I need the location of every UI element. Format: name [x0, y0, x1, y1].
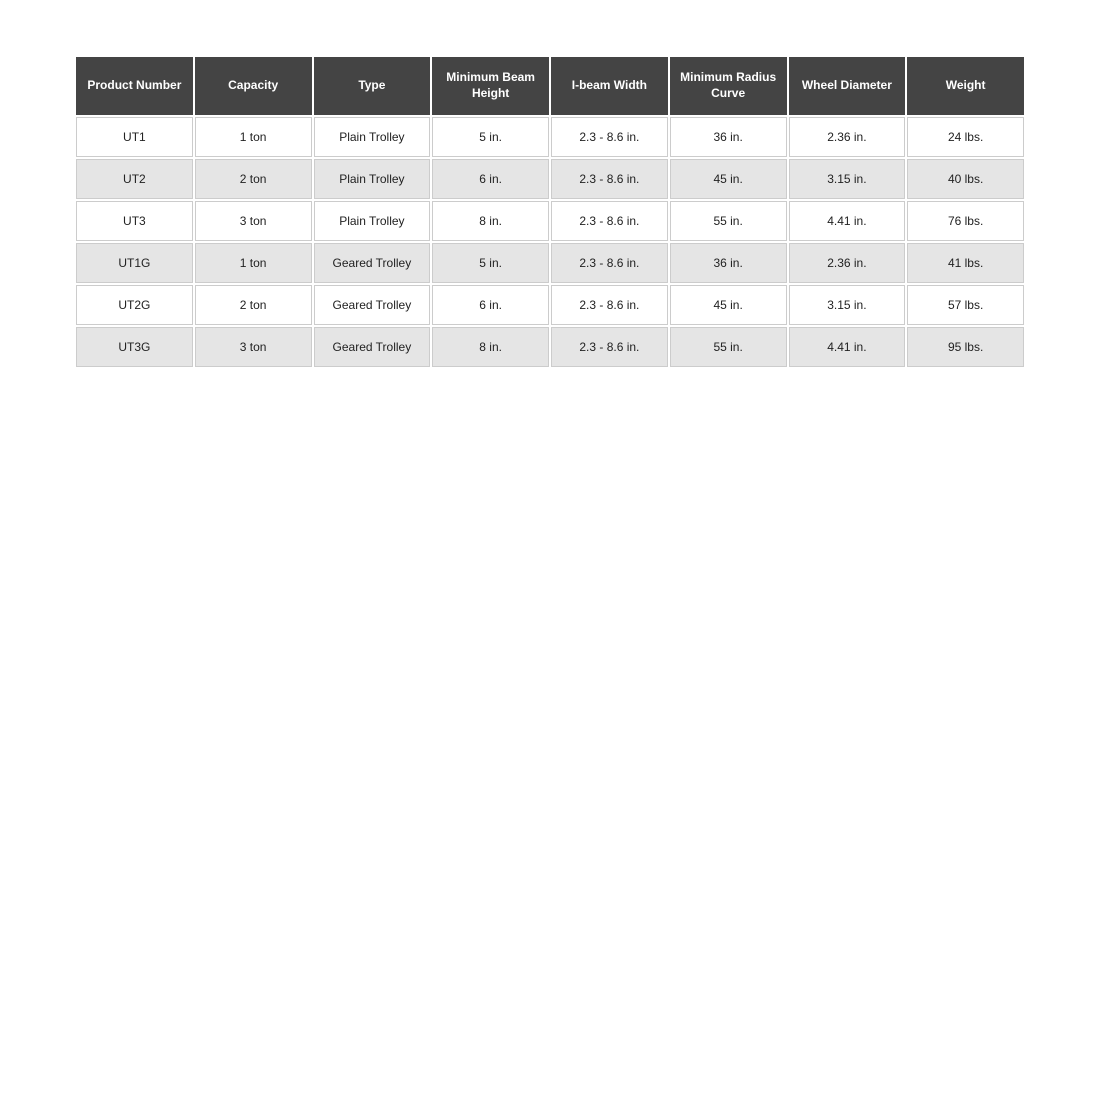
cell: 5 in. — [432, 243, 549, 283]
cell: Plain Trolley — [314, 159, 431, 199]
cell: 57 lbs. — [907, 285, 1024, 325]
cell: 3.15 in. — [789, 159, 906, 199]
table-head: Product Number Capacity Type Minimum Bea… — [76, 57, 1024, 115]
cell: UT1 — [76, 117, 193, 157]
cell: 36 in. — [670, 117, 787, 157]
cell: 2.36 in. — [789, 243, 906, 283]
cell: 1 ton — [195, 243, 312, 283]
cell: 4.41 in. — [789, 201, 906, 241]
specs-table: Product Number Capacity Type Minimum Bea… — [74, 55, 1026, 369]
cell: 2.3 - 8.6 in. — [551, 159, 668, 199]
cell: 2.3 - 8.6 in. — [551, 117, 668, 157]
cell: 2.3 - 8.6 in. — [551, 243, 668, 283]
cell: 45 in. — [670, 159, 787, 199]
table-row: UT3 3 ton Plain Trolley 8 in. 2.3 - 8.6 … — [76, 201, 1024, 241]
col-header: Product Number — [76, 57, 193, 115]
cell: 41 lbs. — [907, 243, 1024, 283]
col-header: Minimum Radius Curve — [670, 57, 787, 115]
cell: Plain Trolley — [314, 117, 431, 157]
cell: 8 in. — [432, 201, 549, 241]
col-header: Weight — [907, 57, 1024, 115]
cell: 2 ton — [195, 285, 312, 325]
cell: 45 in. — [670, 285, 787, 325]
table-row: UT3G 3 ton Geared Trolley 8 in. 2.3 - 8.… — [76, 327, 1024, 367]
cell: 2 ton — [195, 159, 312, 199]
cell: Geared Trolley — [314, 285, 431, 325]
col-header: Capacity — [195, 57, 312, 115]
col-header: I-beam Width — [551, 57, 668, 115]
cell: Plain Trolley — [314, 201, 431, 241]
cell: UT2G — [76, 285, 193, 325]
cell: 2.3 - 8.6 in. — [551, 201, 668, 241]
cell: 8 in. — [432, 327, 549, 367]
table-row: UT1G 1 ton Geared Trolley 5 in. 2.3 - 8.… — [76, 243, 1024, 283]
table-row: UT2 2 ton Plain Trolley 6 in. 2.3 - 8.6 … — [76, 159, 1024, 199]
cell: 2.3 - 8.6 in. — [551, 327, 668, 367]
cell: 3 ton — [195, 327, 312, 367]
cell: 3.15 in. — [789, 285, 906, 325]
cell: 36 in. — [670, 243, 787, 283]
cell: 2.3 - 8.6 in. — [551, 285, 668, 325]
cell: 4.41 in. — [789, 327, 906, 367]
table-row: UT2G 2 ton Geared Trolley 6 in. 2.3 - 8.… — [76, 285, 1024, 325]
cell: 5 in. — [432, 117, 549, 157]
cell: 6 in. — [432, 159, 549, 199]
cell: 55 in. — [670, 327, 787, 367]
table-wrapper: Product Number Capacity Type Minimum Bea… — [0, 0, 1100, 369]
cell: UT3 — [76, 201, 193, 241]
cell: 6 in. — [432, 285, 549, 325]
table-row: UT1 1 ton Plain Trolley 5 in. 2.3 - 8.6 … — [76, 117, 1024, 157]
cell: 40 lbs. — [907, 159, 1024, 199]
cell: 24 lbs. — [907, 117, 1024, 157]
table-body: UT1 1 ton Plain Trolley 5 in. 2.3 - 8.6 … — [76, 117, 1024, 367]
cell: UT3G — [76, 327, 193, 367]
col-header: Wheel Diameter — [789, 57, 906, 115]
cell: UT2 — [76, 159, 193, 199]
col-header: Type — [314, 57, 431, 115]
cell: 95 lbs. — [907, 327, 1024, 367]
cell: 2.36 in. — [789, 117, 906, 157]
cell: 1 ton — [195, 117, 312, 157]
col-header: Minimum Beam Height — [432, 57, 549, 115]
cell: 76 lbs. — [907, 201, 1024, 241]
header-row: Product Number Capacity Type Minimum Bea… — [76, 57, 1024, 115]
cell: Geared Trolley — [314, 327, 431, 367]
cell: 3 ton — [195, 201, 312, 241]
cell: Geared Trolley — [314, 243, 431, 283]
cell: UT1G — [76, 243, 193, 283]
cell: 55 in. — [670, 201, 787, 241]
